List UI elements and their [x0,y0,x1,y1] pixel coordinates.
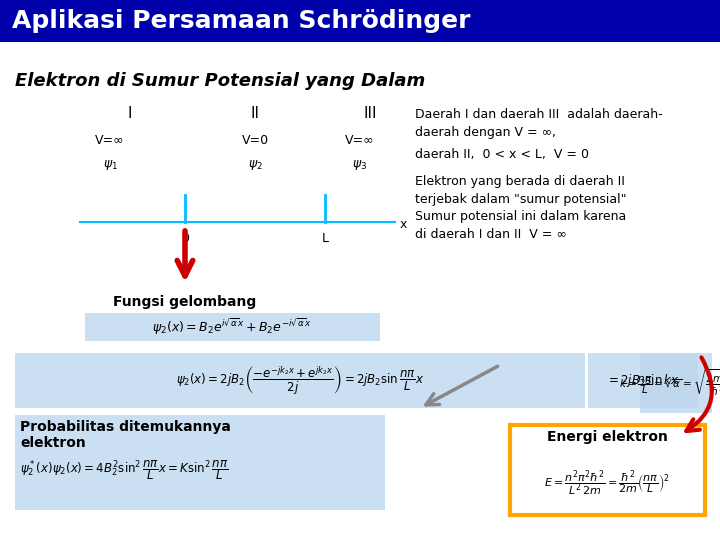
Text: Elektron yang berada di daerah II
terjebak dalam "sumur potensial": Elektron yang berada di daerah II terjeb… [415,175,626,206]
Text: III: III [364,105,377,120]
Text: $\psi_3$: $\psi_3$ [352,158,368,172]
Text: x: x [400,218,408,231]
Text: $\psi_2(x) = 2jB_2\left(\dfrac{-e^{-jk_2 x}+e^{jk_2 x}}{2j}\right) = 2jB_2\sin\d: $\psi_2(x) = 2jB_2\left(\dfrac{-e^{-jk_2… [176,364,424,397]
Text: $\psi_1$: $\psi_1$ [102,158,117,172]
Bar [0,0,720,42]
Bar [510,425,705,515]
Text: V=∞: V=∞ [95,133,125,146]
Text: $\psi_2(x) = B_2 e^{i\sqrt{\alpha}x} + B_2 e^{-i\sqrt{\alpha}x}$: $\psi_2(x) = B_2 e^{i\sqrt{\alpha}x} + B… [152,317,312,337]
Text: V=0: V=0 [241,133,269,146]
Text: $= 2jB_2 \sin kx$: $= 2jB_2 \sin kx$ [606,372,680,389]
Text: 0: 0 [181,232,189,245]
Text: $\psi_2^*(x)\psi_2(x) = 4B_2^2\sin^2\dfrac{n\pi}{L}x = K\sin^2\dfrac{n\pi}{L}$: $\psi_2^*(x)\psi_2(x) = 4B_2^2\sin^2\dfr… [20,458,229,482]
Text: V=∞: V=∞ [346,133,374,146]
Text: Sumur potensial ini dalam karena
di daerah I dan II  V = ∞: Sumur potensial ini dalam karena di daer… [415,210,626,241]
Text: daerah II,  0 < x < L,  V = 0: daerah II, 0 < x < L, V = 0 [415,148,589,161]
Text: $k=\dfrac{n\pi}{L}=\sqrt{\alpha}=\sqrt{\dfrac{2mE}{\hbar^2}}$: $k=\dfrac{n\pi}{L}=\sqrt{\alpha}=\sqrt{\… [618,367,720,398]
Text: I: I [127,105,132,120]
Text: Energi elektron: Energi elektron [546,430,667,444]
Text: Probabilitas ditemukannya
elektron: Probabilitas ditemukannya elektron [20,420,231,450]
Text: Fungsi gelombang: Fungsi gelombang [113,295,256,309]
Bar [85,313,380,341]
Text: L: L [322,232,328,245]
Text: Daerah I dan daerah III  adalah daerah-
daerah dengan V = ∞,: Daerah I dan daerah III adalah daerah- d… [415,108,662,139]
Bar [588,353,698,408]
Bar [15,353,585,408]
Bar [15,415,385,510]
Text: $E=\dfrac{n^2\pi^2\hbar^2}{L^2\,2m}=\dfrac{\hbar^2}{2m}\left(\dfrac{n\pi}{L}\rig: $E=\dfrac{n^2\pi^2\hbar^2}{L^2\,2m}=\dfr… [544,468,670,498]
Text: II: II [251,105,259,120]
Text: Aplikasi Persamaan Schrödinger: Aplikasi Persamaan Schrödinger [12,9,470,33]
Text: Elektron di Sumur Potensial yang Dalam: Elektron di Sumur Potensial yang Dalam [15,72,426,90]
Text: $\psi_2$: $\psi_2$ [248,158,262,172]
Bar [640,353,712,413]
